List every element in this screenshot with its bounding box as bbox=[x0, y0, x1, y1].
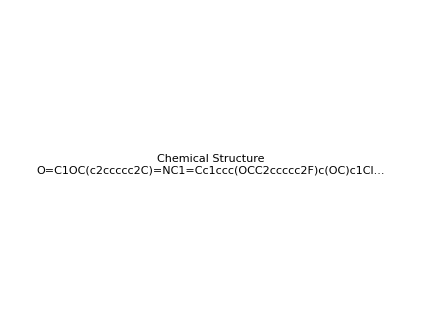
Text: Chemical Structure
O=C1OC(c2ccccc2C)=NC1=Cc1ccc(OCC2ccccc2F)c(OC)c1Cl...: Chemical Structure O=C1OC(c2ccccc2C)=NC1… bbox=[36, 154, 385, 176]
